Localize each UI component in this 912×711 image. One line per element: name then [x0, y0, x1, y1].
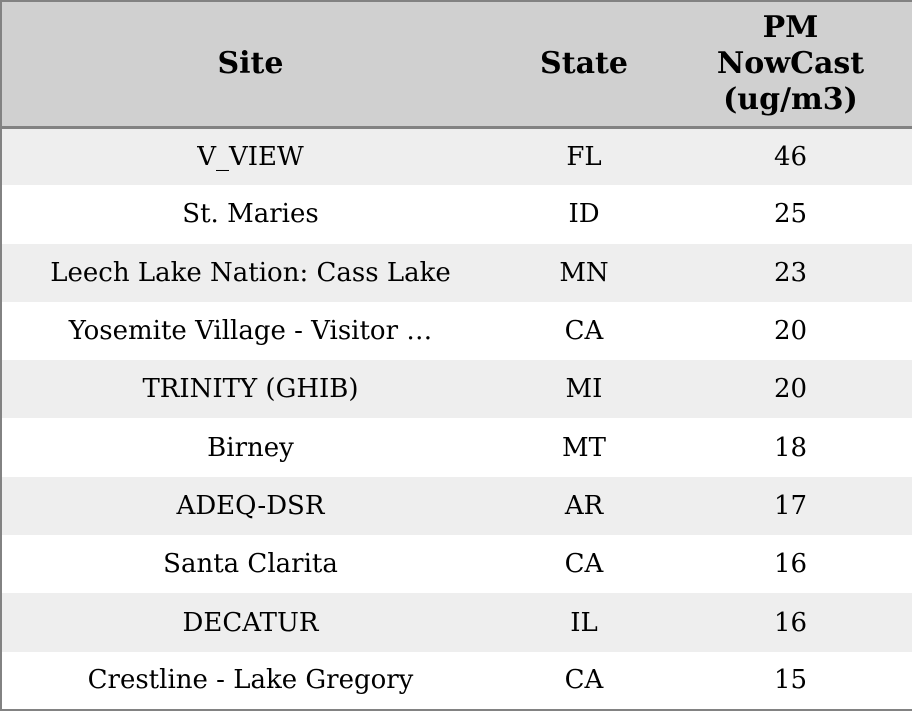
pm-cell: 18 [773, 432, 808, 463]
table-row[interactable]: Leech Lake Nation: Cass Lake MN 23 [1, 243, 912, 302]
column-header-state: State [499, 1, 669, 129]
state-cell: CA [564, 665, 604, 696]
state-cell: IL [570, 607, 598, 638]
pm-cell: 46 [773, 141, 808, 172]
state-cell: CA [564, 316, 604, 347]
table-row[interactable]: Crestline - Lake Gregory CA 15 [1, 651, 912, 710]
site-cell: Birney [207, 432, 294, 463]
header-row: Site State PM NowCast (ug/m3) [1, 1, 912, 129]
table-row[interactable]: TRINITY (GHIB) MI 20 [1, 360, 912, 419]
site-cell: Santa Clarita [163, 549, 338, 580]
site-cell: TRINITY (GHIB) [142, 374, 359, 405]
table-row[interactable]: Birney MT 18 [1, 418, 912, 477]
column-header-pm-nowcast: PM NowCast (ug/m3) [669, 1, 912, 129]
table-header: Site State PM NowCast (ug/m3) [1, 1, 912, 129]
site-cell: V_VIEW [197, 141, 304, 172]
site-cell: Yosemite Village - Visitor … [68, 316, 433, 347]
state-cell: MN [559, 257, 609, 288]
pm-cell: 16 [773, 607, 808, 638]
pm-cell: 20 [773, 316, 808, 347]
state-cell: MT [562, 432, 606, 463]
site-cell: ADEQ-DSR [176, 490, 325, 521]
column-header-site-label: Site [217, 46, 284, 82]
table-row[interactable]: DECATUR IL 16 [1, 593, 912, 652]
pm-cell: 20 [773, 374, 808, 405]
table-row[interactable]: Santa Clarita CA 16 [1, 535, 912, 594]
table-row[interactable]: Yosemite Village - Visitor … CA 20 [1, 301, 912, 361]
state-cell: AR [564, 490, 604, 521]
pm-cell: 15 [773, 665, 808, 696]
pm-cell: 17 [773, 490, 808, 521]
column-header-site: Site [1, 1, 499, 129]
pm-cell: 23 [773, 257, 808, 288]
site-cell: Leech Lake Nation: Cass Lake [50, 257, 451, 288]
state-cell: MI [565, 374, 603, 405]
site-cell: DECATUR [182, 607, 319, 638]
state-cell: ID [568, 199, 600, 230]
table-row[interactable]: V_VIEW FL 46 [1, 127, 912, 186]
table-body: V_VIEW FL 46 St. Maries ID 25 Leech Lake… [1, 127, 912, 710]
pm-cell: 16 [773, 549, 808, 580]
site-cell: St. Maries [182, 199, 319, 230]
table-row[interactable]: St. Maries ID 25 [1, 185, 912, 244]
state-cell: CA [564, 549, 604, 580]
column-header-pm-nowcast-label: PM NowCast (ug/m3) [716, 9, 865, 117]
table-row[interactable]: ADEQ-DSR AR 17 [1, 476, 912, 536]
column-header-state-label: State [540, 46, 628, 82]
site-cell: Crestline - Lake Gregory [87, 665, 414, 696]
state-cell: FL [566, 141, 602, 172]
pm-cell: 25 [773, 199, 808, 230]
